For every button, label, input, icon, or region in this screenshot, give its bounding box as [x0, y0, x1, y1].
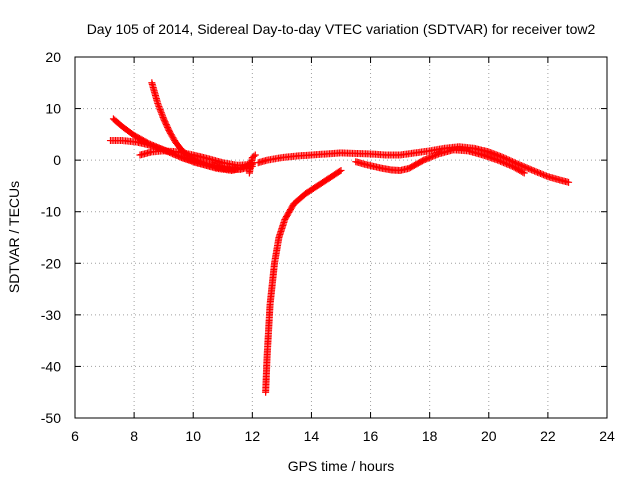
- x-tick-label: 10: [185, 428, 201, 444]
- y-tick-label: -30: [41, 307, 61, 323]
- data-point: [519, 168, 527, 176]
- data-point: [497, 157, 505, 165]
- data-point: [529, 166, 537, 174]
- data-point: [519, 162, 527, 170]
- data-point: [538, 170, 546, 178]
- data-point: [565, 178, 573, 186]
- data-point: [251, 151, 259, 159]
- data-point: [167, 131, 175, 139]
- data-point: [513, 165, 521, 173]
- y-tick-label: -50: [41, 410, 61, 426]
- data-point: [503, 160, 511, 168]
- data-point: [508, 162, 516, 170]
- x-tick-label: 12: [245, 428, 261, 444]
- data-point: [427, 153, 435, 161]
- x-tick-label: 22: [540, 428, 556, 444]
- data-point: [541, 171, 549, 179]
- y-tick-label: -10: [41, 204, 61, 220]
- data-point: [168, 132, 176, 140]
- data-point: [501, 159, 509, 167]
- data-point: [517, 162, 525, 170]
- data-point: [542, 172, 550, 180]
- grid-layer: [75, 57, 607, 418]
- x-tick-label: 18: [422, 428, 438, 444]
- data-point: [494, 156, 502, 164]
- data-point: [516, 167, 524, 175]
- x-axis-label: GPS time / hours: [288, 458, 395, 474]
- data-point: [166, 128, 174, 136]
- data-point: [525, 165, 533, 173]
- data-point: [432, 151, 440, 159]
- y-axis-label: SDTVAR / TECUs: [6, 181, 22, 293]
- y-tick-label: 20: [45, 49, 61, 65]
- y-tick-label: 10: [45, 101, 61, 117]
- x-tick-label: 24: [599, 428, 615, 444]
- data-point: [430, 152, 438, 160]
- data-point: [534, 168, 542, 176]
- y-tick-label: 0: [53, 152, 61, 168]
- chart-title: Day 105 of 2014, Sidereal Day-to-day VTE…: [87, 21, 596, 37]
- data-point: [424, 154, 432, 162]
- data-point: [537, 170, 544, 178]
- data-point: [166, 129, 174, 137]
- data-point: [169, 134, 177, 142]
- data-point: [523, 164, 531, 172]
- data-point: [504, 160, 512, 168]
- series-arc-5: [262, 166, 345, 396]
- data-point: [517, 167, 525, 175]
- x-tick-label: 20: [481, 428, 497, 444]
- data-point: [522, 163, 530, 171]
- series-arc-6: [254, 143, 573, 186]
- tick-layer: 6 8 10 12 14 16 18 20 22 24 -50 -40 -30 -20 -10 0 10 20: [41, 49, 615, 444]
- y-tick-label: -40: [41, 358, 61, 374]
- data-point: [532, 168, 540, 176]
- data-point: [520, 163, 528, 171]
- data-point: [511, 164, 519, 172]
- plot-frame: [74, 56, 608, 419]
- data-point: [514, 166, 522, 174]
- data-point: [535, 169, 543, 177]
- data-point: [520, 169, 528, 177]
- x-tick-label: 16: [363, 428, 379, 444]
- y-tick-label: -20: [41, 255, 61, 271]
- data-point: [505, 161, 513, 169]
- data-layer: [106, 79, 573, 396]
- data-point: [510, 163, 518, 171]
- data-point: [250, 152, 258, 160]
- x-tick-label: 14: [304, 428, 320, 444]
- data-point: [429, 152, 437, 160]
- data-point: [336, 167, 344, 175]
- data-point: [170, 135, 178, 143]
- series-arc-7: [352, 146, 528, 177]
- data-point: [526, 165, 534, 173]
- data-point: [528, 166, 536, 174]
- data-point: [539, 171, 547, 179]
- data-point: [426, 154, 434, 162]
- data-point: [337, 166, 345, 174]
- data-point: [423, 155, 431, 163]
- data-point: [495, 157, 503, 165]
- data-point: [500, 159, 508, 167]
- data-point: [433, 151, 441, 159]
- data-point: [420, 156, 428, 164]
- data-point: [421, 156, 429, 164]
- data-point: [498, 158, 506, 166]
- x-tick-label: 6: [71, 428, 79, 444]
- data-point: [507, 162, 515, 170]
- series-arc-8: [245, 151, 259, 177]
- data-point: [531, 167, 539, 175]
- x-tick-label: 8: [130, 428, 138, 444]
